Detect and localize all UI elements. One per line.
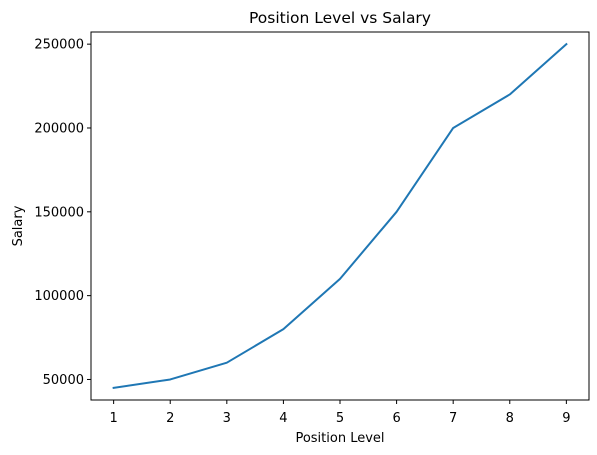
x-axis-label: Position Level (295, 431, 384, 446)
x-tick-label: 5 (336, 411, 344, 426)
x-tick-label: 7 (449, 411, 457, 426)
y-tick-label: 200000 (34, 121, 84, 136)
series-layer (112, 42, 568, 389)
plot-area-frame (90, 31, 590, 401)
x-tick-label: 9 (562, 411, 570, 426)
x-tick-label: 1 (109, 411, 117, 426)
y-tick-label: 100000 (34, 289, 84, 304)
x-tick-label: 3 (223, 411, 231, 426)
x-tick-label: 8 (506, 411, 514, 426)
y-tick-label: 250000 (34, 38, 84, 53)
x-tick-label: 4 (279, 411, 287, 426)
x-axis-ticks: 1 2 3 4 5 6 7 8 9 (109, 400, 571, 426)
x-tick-label: 2 (166, 411, 174, 426)
y-axis-ticks: 50000 100000 150000 200000 250000 (34, 38, 91, 388)
x-tick-label: 6 (392, 411, 400, 426)
chart-title: Position Level vs Salary (249, 9, 431, 27)
y-axis-label: Salary (11, 205, 26, 246)
y-tick-label: 50000 (43, 373, 84, 388)
y-tick-label: 150000 (34, 205, 84, 220)
